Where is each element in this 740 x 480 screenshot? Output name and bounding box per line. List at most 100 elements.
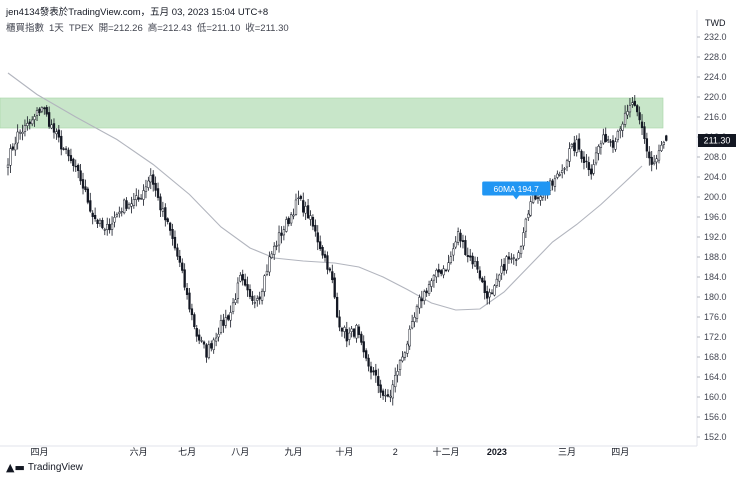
tradingview-brand: TradingView — [27, 462, 83, 473]
symbol-info-line: 櫃買指數 1天 TPEX 開=212.26 高=212.43 低=211.10 收=211.… — [6, 20, 294, 34]
candle-body — [120, 211, 123, 213]
candle-body — [592, 164, 595, 174]
candle-body — [35, 110, 39, 116]
y-tick-label: 152.0 — [704, 432, 727, 442]
price-zone-rectangle[interactable] — [0, 97, 664, 129]
candle-body — [159, 196, 162, 211]
candle-body — [214, 337, 218, 342]
candle-body — [464, 240, 467, 255]
x-tick-label: 四月 — [611, 447, 629, 457]
candle-body — [498, 274, 501, 282]
ma-60-line[interactable] — [7, 72, 643, 311]
candle-body — [123, 199, 126, 214]
candle-body — [118, 211, 121, 214]
candle-body — [379, 384, 382, 393]
candle-body — [52, 123, 56, 133]
candle-body — [408, 328, 411, 347]
candle-body — [265, 270, 269, 275]
candle-body — [273, 245, 276, 255]
candle-body — [287, 217, 290, 224]
ma-callout-pointer — [513, 195, 520, 200]
y-tick-label: 224.0 — [704, 72, 727, 82]
y-tick-label: 180.0 — [704, 292, 727, 302]
candle-body — [515, 259, 518, 261]
candle-body — [248, 289, 252, 297]
candle-body — [623, 112, 627, 125]
candle-body — [77, 164, 80, 171]
candle-body — [389, 395, 392, 398]
candle-body — [181, 262, 184, 271]
candle-body — [570, 144, 574, 148]
candle-body — [135, 195, 138, 200]
candle-body — [527, 213, 530, 218]
candle-body — [306, 205, 310, 219]
ma-callout[interactable]: 60MA 194.7 — [482, 181, 551, 200]
candle-body — [285, 219, 288, 232]
candle-body — [60, 135, 63, 150]
candle-body — [582, 156, 586, 163]
candle-body — [323, 254, 327, 258]
interval-label[interactable]: 1天 — [49, 23, 64, 34]
candle-body — [26, 123, 29, 126]
candle-body — [435, 269, 438, 278]
candle-body — [9, 148, 12, 166]
candle-body — [256, 298, 259, 301]
candle-body — [381, 390, 385, 396]
candle-body — [47, 112, 51, 127]
candle-body — [461, 240, 465, 242]
candle-body — [309, 215, 312, 220]
candles-group — [6, 95, 668, 406]
publish-info: jen4134發表於TradingView.com，五月 03, 2023 15… — [6, 7, 269, 18]
candle-body — [81, 179, 85, 189]
candle-body — [423, 291, 426, 301]
candle-body — [360, 333, 363, 343]
candle-body — [507, 256, 511, 260]
candle-body — [89, 200, 92, 212]
high-value: 高=212.43 — [147, 23, 192, 34]
tradingview-footer[interactable]: ▲▬ TradingView — [6, 461, 83, 474]
candle-body — [156, 188, 160, 198]
candle-body — [502, 264, 506, 271]
candle-body — [253, 302, 256, 304]
candle-body — [425, 290, 428, 294]
symbol-name[interactable]: 櫃買指數 — [6, 23, 45, 34]
candle-body — [348, 332, 351, 340]
candle-body — [652, 161, 656, 164]
candle-body — [493, 285, 496, 296]
candle-body — [207, 344, 211, 358]
candle-body — [246, 284, 249, 291]
candle-body — [314, 224, 317, 232]
candle-body — [130, 203, 133, 207]
last-price-badge: 211.30 — [698, 134, 736, 147]
candle-body — [69, 155, 73, 161]
candle-body — [551, 180, 554, 186]
candle-body — [640, 121, 644, 128]
candle-body — [486, 291, 489, 299]
ma-callout-text: 60MA 194.7 — [494, 184, 540, 194]
x-tick-label: 2023 — [487, 447, 507, 457]
candle-body — [619, 128, 622, 131]
candle-body — [319, 241, 322, 250]
candle-body — [234, 299, 237, 303]
y-tick-label: 232.0 — [704, 32, 727, 42]
candle-body — [565, 160, 569, 168]
candle-body — [113, 217, 116, 223]
candle-body — [490, 292, 494, 294]
x-tick-label: 三月 — [558, 447, 576, 457]
candle-body — [456, 231, 460, 243]
candle-body — [442, 268, 445, 276]
candle-body — [660, 144, 663, 151]
candle-body — [297, 197, 300, 200]
x-tick-label: 四月 — [30, 447, 48, 457]
candle-body — [173, 236, 177, 249]
candle-body — [350, 328, 353, 332]
candle-body — [590, 168, 593, 175]
candle-body — [224, 317, 227, 326]
candle-body — [210, 343, 213, 349]
candle-body — [495, 278, 498, 286]
candle-body — [110, 223, 114, 230]
candle-body — [536, 197, 540, 199]
y-tick-label: 200.0 — [704, 192, 727, 202]
candle-body — [31, 119, 34, 125]
